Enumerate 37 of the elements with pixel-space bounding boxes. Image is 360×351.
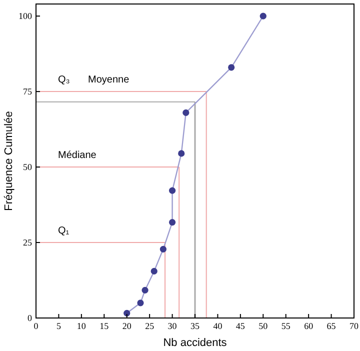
x-tick-label: 60 (304, 321, 314, 331)
x-tick-label: 30 (168, 321, 178, 331)
ref-line-label: Q₃ (58, 74, 70, 86)
point (260, 12, 266, 20)
point (137, 300, 144, 306)
point (124, 310, 130, 316)
x-tick-label: 55 (281, 321, 291, 331)
x-tick-label: 25 (145, 321, 155, 331)
y-tick-label: 0 (28, 313, 32, 323)
ref-line-label: Moyenne (88, 74, 130, 86)
x-tick-label: 45 (236, 321, 246, 331)
x-tick-label: 0 (34, 321, 39, 331)
y-tick-label: 25 (23, 238, 32, 248)
x-tick-label: 50 (258, 321, 268, 331)
point (160, 246, 166, 252)
y-axis-title: Fréquence Cumulée (3, 111, 15, 211)
point (142, 286, 148, 294)
point (168, 218, 176, 226)
x-tick-label: 10 (76, 321, 86, 331)
point (228, 64, 235, 71)
x-axis-title: Nb accidents (163, 337, 228, 349)
ref-line-label: Q₁ (58, 226, 70, 237)
x-tick-label: 15 (100, 321, 110, 331)
y-tick-label: 100 (18, 11, 32, 22)
x-tick-label: 5 (56, 321, 62, 331)
x-tick-label: 40 (213, 321, 223, 331)
x-tick-label: 65 (326, 321, 336, 331)
point (182, 109, 190, 116)
ref-line-label: Médiane (58, 150, 97, 162)
x-tick-label: 35 (190, 321, 200, 331)
x-tick-label: 70 (350, 321, 359, 331)
point (178, 150, 185, 157)
y-tick-label: 75 (23, 86, 32, 97)
point (150, 268, 158, 274)
point (168, 187, 176, 194)
x-tick-label: 20 (122, 321, 132, 331)
y-tick-label: 50 (23, 162, 32, 172)
